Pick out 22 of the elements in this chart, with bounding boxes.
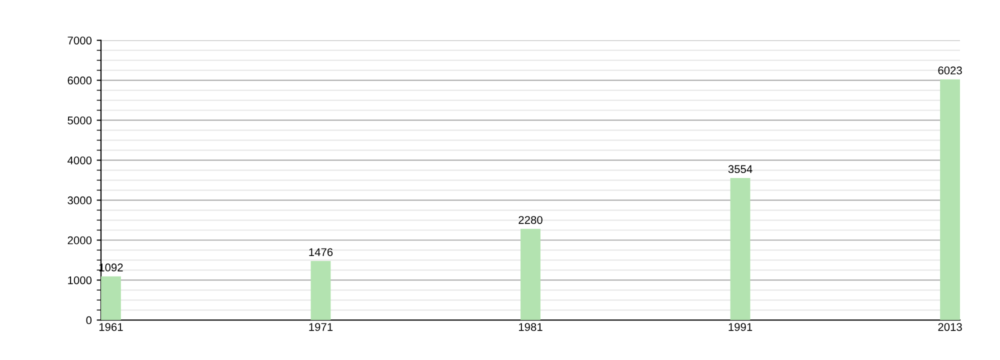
x-tick-label: 1981 [518,323,542,331]
bar [730,178,750,320]
y-tick-label: 1000 [68,276,92,284]
y-tick-label: 6000 [68,76,92,84]
bar [940,79,960,320]
data-label: 3554 [728,165,752,174]
y-tick-label: 4000 [68,156,92,164]
y-tick-label: 3000 [68,196,92,204]
data-label: 1476 [309,248,333,256]
data-label: 2280 [518,216,542,224]
y-tick-label: 2000 [68,236,92,244]
bar [101,276,121,320]
x-tick-label: 1971 [309,323,333,331]
bar [520,228,540,320]
x-tick-label: 1991 [728,323,752,331]
y-tick-label: 0 [86,316,92,324]
y-tick-label: 7000 [68,36,92,44]
data-label: 6023 [938,66,962,74]
x-tick-label: 2013 [938,323,962,331]
y-tick-label: 5000 [68,116,92,124]
bar [310,261,331,320]
x-tick-label: 1961 [99,323,123,331]
